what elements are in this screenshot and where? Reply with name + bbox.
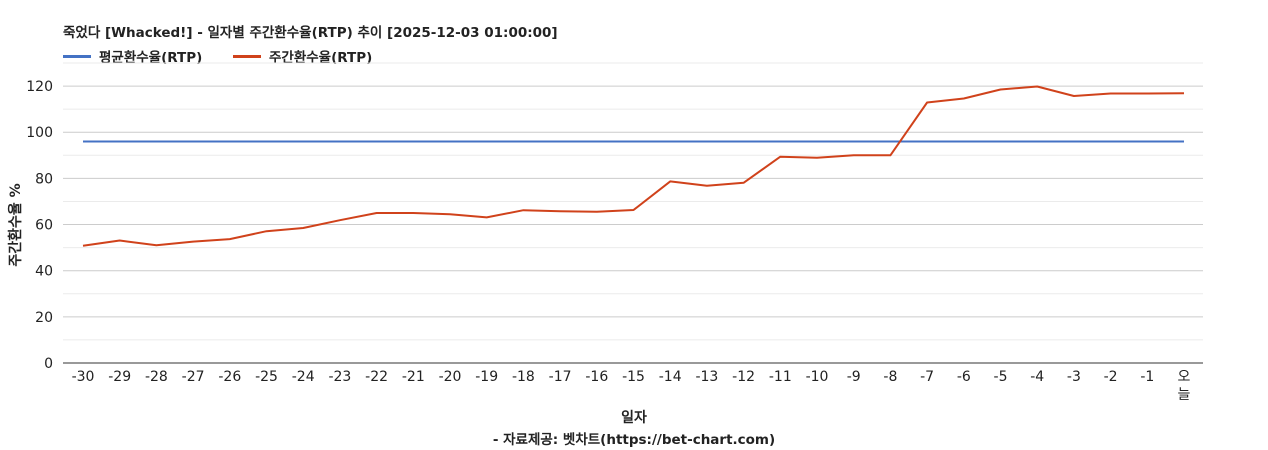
x-tick-label: -13: [695, 369, 718, 385]
x-tick-label: -21: [402, 369, 425, 385]
x-tick-label: -4: [1030, 369, 1044, 385]
x-tick-label: -5: [994, 369, 1008, 385]
x-tick-label: 늘: [1178, 387, 1191, 403]
x-tick-label: -17: [549, 369, 572, 385]
x-tick-label: -2: [1104, 369, 1118, 385]
x-tick-label: -23: [328, 369, 351, 385]
y-tick-label: 100: [26, 125, 53, 141]
x-tick-label: -30: [72, 369, 95, 385]
legend-swatch-weekly-rtp: [233, 54, 261, 58]
x-axis-label: 일자: [621, 410, 647, 426]
x-tick-label: -18: [512, 369, 535, 385]
x-tick-label: -10: [806, 369, 829, 385]
series-lines: [82, 85, 1185, 247]
y-tick-label: 80: [35, 171, 53, 187]
x-tick-label: -6: [957, 369, 971, 385]
x-tick-label: -14: [659, 369, 682, 385]
x-axis-ticks: -30 -29 -28 -27 -26 -25 -24 -23 -22 -21 -20 -19 -18-…: [72, 369, 1191, 403]
x-tick-label: -22: [365, 369, 388, 385]
x-tick-label: -12: [732, 369, 755, 385]
x-tick-label: -19: [475, 369, 498, 385]
x-tick-label: -7: [920, 369, 934, 385]
y-tick-label: 120: [26, 79, 53, 95]
legend-swatch-average-rtp: [63, 54, 91, 58]
x-tick-label: -26: [218, 369, 241, 385]
chart-title: 죽었다 [Whacked!] - 일자별 주간환수율(RTP) 추이 [2025…: [63, 25, 558, 41]
y-axis-label: 주간환수율 %: [8, 183, 24, 267]
y-tick-label: 40: [35, 264, 53, 280]
y-axis-ticks: 0 20 40 60 80 100 120: [26, 79, 53, 372]
series-line-weekly-rtp[interactable]: [82, 85, 1185, 247]
x-tick-label: -11: [769, 369, 792, 385]
x-tick-label: -20: [439, 369, 462, 385]
source-note: - 자료제공: 벳차트(https://bet-chart.com): [492, 432, 776, 448]
x-tick-label: -8: [883, 369, 897, 385]
legend-item-average-rtp[interactable]: 평균환수율(RTP): [63, 46, 202, 66]
y-tick-label: 0: [44, 356, 53, 372]
x-tick-label: -24: [292, 369, 315, 385]
x-tick-label: -28: [145, 369, 168, 385]
y-tick-label: 60: [35, 218, 53, 234]
y-tick-label: 20: [35, 310, 53, 326]
legend-item-weekly-rtp[interactable]: 주간환수율(RTP): [233, 46, 372, 66]
legend-label-average-rtp: 평균환수율(RTP): [99, 50, 203, 66]
x-tick-label: -29: [108, 369, 131, 385]
x-tick-label: -25: [255, 369, 278, 385]
x-tick-label: -3: [1067, 369, 1081, 385]
x-tick-label: -9: [847, 369, 861, 385]
x-tick-label: -15: [622, 369, 645, 385]
x-tick-label: -16: [585, 369, 608, 385]
x-tick-label: 오: [1178, 369, 1191, 385]
x-tick-label: -1: [1140, 369, 1154, 385]
x-tick-label: -27: [182, 369, 205, 385]
legend-label-weekly-rtp: 주간환수율(RTP): [269, 50, 373, 66]
gridlines: [63, 62, 1203, 364]
